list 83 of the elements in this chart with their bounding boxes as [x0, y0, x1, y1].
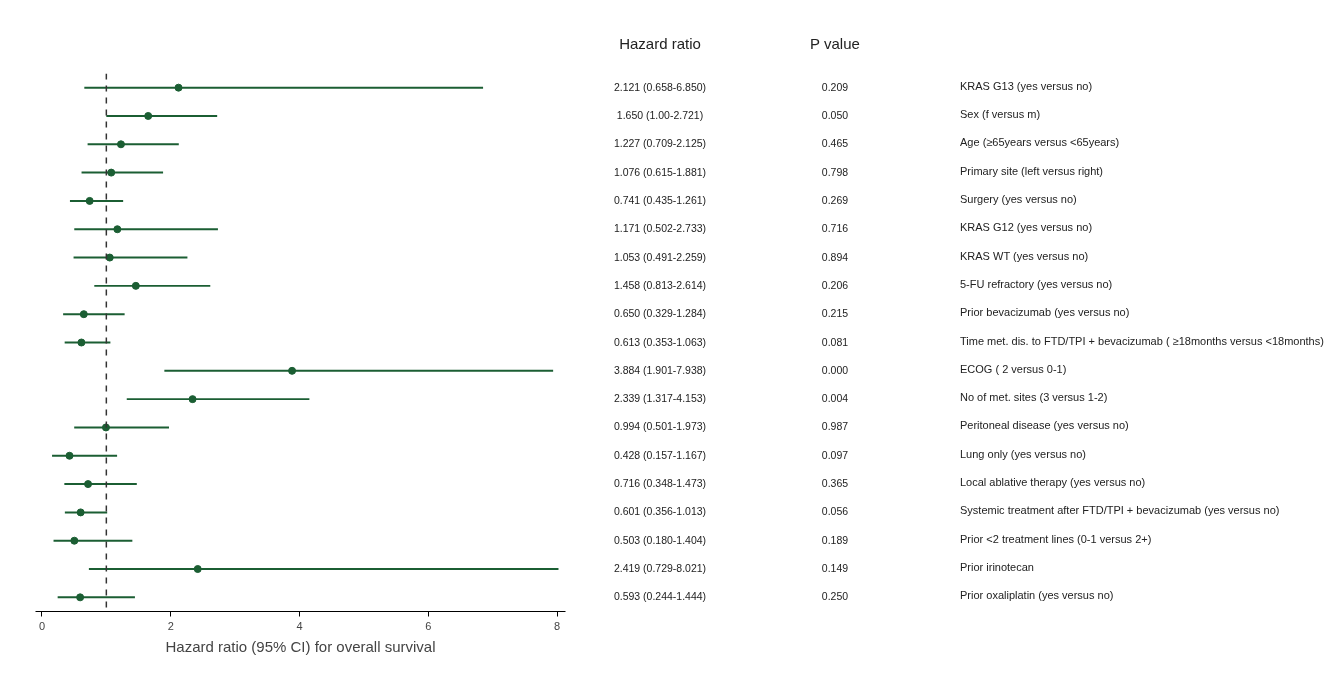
- point: [70, 536, 79, 545]
- category-label: ECOG ( 2 versus 0-1): [960, 363, 1067, 376]
- point: [193, 565, 202, 574]
- data-label: 2.339 (1.317-4.153): [613, 390, 707, 406]
- category-label: Local ablative therapy (yes versus no): [960, 476, 1146, 489]
- data-label: 3.884 (1.901-7.938): [613, 362, 707, 378]
- data-label: 0.593 (0.244-1.444): [613, 588, 707, 604]
- category-label: KRAS G13 (yes versus no): [960, 80, 1093, 93]
- x-tick-label: 4: [296, 619, 303, 632]
- point: [116, 140, 125, 149]
- category-label: Time met. dis. to FTD/TPI + bevacizumab ( ≥18months versus <18months): [960, 335, 1324, 348]
- point: [113, 225, 122, 234]
- point: [77, 338, 86, 347]
- data-label: 0.994 (0.501-1.973): [613, 418, 707, 434]
- text: 0.465: [821, 135, 849, 151]
- category-label: Age (≥65years versus <65years): [960, 136, 1120, 149]
- text: 0.000: [821, 362, 849, 378]
- data-label: 1.227 (0.709-2.125): [613, 135, 707, 151]
- text: 0.056: [821, 503, 849, 519]
- data-label: 1.053 (0.491-2.259): [613, 249, 707, 265]
- text: 0.716: [821, 220, 849, 236]
- data-label: 0.650 (0.329-1.284): [613, 305, 707, 321]
- text: 0.189: [821, 532, 849, 548]
- text: 0.894: [821, 249, 849, 265]
- data-label: 1.650 (1.00-2.721): [616, 107, 704, 123]
- data-label: 1.076 (0.615-1.881): [613, 164, 707, 180]
- point: [76, 593, 85, 602]
- point: [105, 253, 114, 262]
- point: [65, 451, 74, 460]
- point: [144, 111, 153, 120]
- data-label: 2.419 (0.729-8.021): [613, 560, 707, 576]
- text: 0.209: [821, 79, 849, 95]
- data-label: 1.458 (0.813-2.614): [613, 277, 707, 293]
- data-label: 0.741 (0.435-1.261): [613, 192, 707, 208]
- data-label: 0.716 (0.348-1.473): [613, 475, 707, 491]
- data-label: 0.503 (0.180-1.404): [613, 532, 707, 548]
- x-tick-label: 0: [38, 619, 46, 632]
- text: 0.215: [821, 305, 849, 321]
- category-label: 5-FU refractory (yes versus no): [960, 278, 1113, 291]
- text: 0.081: [821, 334, 849, 350]
- point: [76, 508, 85, 517]
- category-label: KRAS WT (yes versus no): [960, 250, 1089, 263]
- text: 0.050: [821, 107, 849, 123]
- data-label: 0.613 (0.353-1.063): [613, 334, 707, 350]
- category-label: Prior bevacizumab (yes versus no): [960, 306, 1130, 319]
- category-label: No of met. sites (3 versus 1-2): [960, 391, 1108, 404]
- category-label: KRAS G12 (yes versus no): [960, 221, 1093, 234]
- x-tick-label: 6: [425, 619, 432, 632]
- text: 0.149: [821, 560, 849, 576]
- point: [107, 168, 116, 177]
- category-label: Sex (f versus m): [960, 108, 1041, 121]
- data-label: 1.171 (0.502-2.733): [613, 220, 707, 236]
- category-label: Lung only (yes versus no): [960, 448, 1086, 461]
- text: 0.269: [821, 192, 849, 208]
- text: 0.097: [821, 447, 849, 463]
- text: 0.004: [821, 390, 849, 406]
- point: [131, 281, 140, 290]
- text: 0.250: [821, 588, 849, 604]
- x-tick-label: 2: [167, 619, 174, 632]
- data-label: 2.121 (0.658-6.850): [613, 79, 707, 95]
- text: 0.798: [821, 164, 849, 180]
- category-label: Systemic treatment after FTD/TPI + bevacizumab (yes versus no): [960, 504, 1280, 517]
- text: Hazard ratio: [619, 34, 701, 55]
- point: [174, 83, 183, 92]
- text: 0.987: [821, 418, 849, 434]
- category-label: Primary site (left versus right): [960, 165, 1104, 178]
- data-label: 0.601 (0.356-1.013): [613, 503, 707, 519]
- category-label: Prior <2 treatment lines (0-1 versus 2+): [960, 533, 1152, 546]
- x-axis-title: Hazard ratio (95% CI) for overall survival: [165, 637, 436, 655]
- point: [79, 310, 88, 319]
- data-label: 0.428 (0.157-1.167): [613, 447, 707, 463]
- x-tick-label: 8: [554, 619, 561, 632]
- category-label: Peritoneal disease (yes versus no): [960, 419, 1129, 432]
- point: [288, 366, 297, 375]
- text: P value: [810, 34, 860, 55]
- category-label: Prior irinotecan: [960, 561, 1034, 574]
- category-label: Surgery (yes versus no): [960, 193, 1077, 206]
- point: [188, 395, 197, 404]
- category-label: Prior oxaliplatin (yes versus no): [960, 589, 1114, 602]
- text: 0.365: [821, 475, 849, 491]
- point: [85, 196, 94, 205]
- text: 0.206: [821, 277, 849, 293]
- point: [84, 480, 93, 489]
